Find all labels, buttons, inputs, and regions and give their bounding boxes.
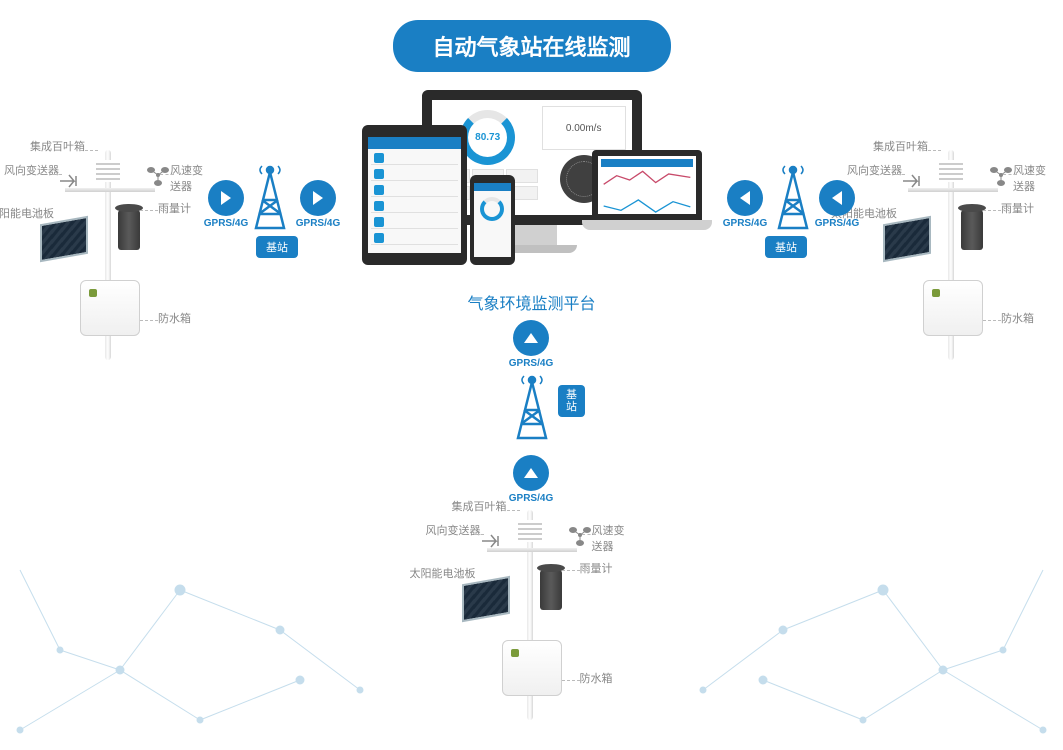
weather-station-left: 集成百叶箱 风向变送器 风速变送器 太阳能电池板 雨量计 防水箱 (10, 130, 210, 370)
tablet (362, 125, 467, 265)
radiation-shield-icon (96, 160, 120, 182)
ann-rain: 雨量计 (158, 200, 191, 216)
radiation-shield-icon (518, 520, 542, 542)
link-arrow-b2 (513, 455, 549, 491)
weather-station-right: 集成百叶箱 风向变送器 风速变送器 太阳能电池板 雨量计 防水箱 (853, 130, 1053, 370)
cell-tower-bottom (510, 370, 554, 440)
ann-shield: 集成百叶箱 (30, 138, 85, 154)
link-arrow-l2 (300, 180, 336, 216)
ann-shield: 集成百叶箱 (873, 138, 928, 154)
ann-anemo: 风速变送器 (170, 162, 210, 194)
link-label-b2: GPRS/4G (506, 493, 556, 504)
link-label-l2: GPRS/4G (293, 218, 343, 229)
link-arrow-l1 (208, 180, 244, 216)
ann-box: 防水箱 (580, 670, 613, 686)
solar-panel-icon (883, 216, 931, 262)
tower-label-bottom: 基 站 (558, 385, 585, 417)
phone (470, 175, 515, 265)
ann-anemo: 风速变送器 (1013, 162, 1053, 194)
ann-vane: 风向变送器 (4, 162, 59, 178)
tower-label-left: 基站 (256, 236, 298, 258)
link-label-r1: GPRS/4G (812, 218, 862, 229)
gauge-value: 80.73 (460, 110, 515, 165)
anemometer-icon (567, 522, 593, 548)
link-label-r2: GPRS/4G (720, 218, 770, 229)
radiation-shield-icon (939, 160, 963, 182)
ann-rain: 雨量计 (580, 560, 613, 576)
solar-panel-icon (462, 576, 510, 622)
anemometer-icon (988, 162, 1014, 188)
rain-gauge-icon (118, 210, 140, 250)
title-banner: 自动气象站在线监测 (392, 20, 670, 72)
link-arrow-b1 (513, 320, 549, 356)
enclosure-box-icon (923, 280, 983, 336)
ann-anemo: 风速变送器 (592, 522, 632, 554)
link-arrow-r2 (727, 180, 763, 216)
cell-tower-right (771, 160, 815, 230)
network-bg-left (0, 470, 400, 750)
laptop (582, 150, 712, 245)
ann-shield: 集成百叶箱 (452, 498, 507, 514)
ann-box: 防水箱 (1001, 310, 1034, 326)
enclosure-box-icon (502, 640, 562, 696)
ann-solar: 太阳能电池板 (410, 565, 476, 581)
network-bg-right (663, 470, 1063, 750)
link-arrow-r1 (819, 180, 855, 216)
weather-station-bottom: 集成百叶箱 风向变送器 风速变送器 太阳能电池板 雨量计 防水箱 (432, 490, 632, 730)
ann-box: 防水箱 (158, 310, 191, 326)
link-label-l1: GPRS/4G (201, 218, 251, 229)
ann-vane: 风向变送器 (847, 162, 902, 178)
ann-solar: 太阳能电池板 (0, 205, 54, 221)
cell-tower-left (248, 160, 292, 230)
anemometer-icon (145, 162, 171, 188)
rain-gauge-icon (540, 570, 562, 610)
link-label-b1: GPRS/4G (506, 358, 556, 369)
enclosure-box-icon (80, 280, 140, 336)
ann-rain: 雨量计 (1001, 200, 1034, 216)
device-cluster: 80.73 0.00m/s (362, 90, 702, 280)
tower-label-right: 基站 (765, 236, 807, 258)
speed-value: 0.00m/s (542, 106, 626, 150)
solar-panel-icon (40, 216, 88, 262)
ann-vane: 风向变送器 (426, 522, 481, 538)
platform-label: 气象环境监测平台 (467, 290, 595, 314)
rain-gauge-icon (961, 210, 983, 250)
